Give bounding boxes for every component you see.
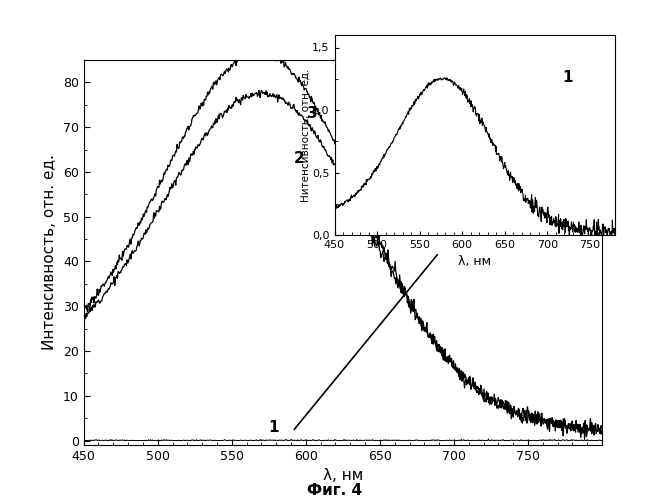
X-axis label: λ, нм: λ, нм <box>322 468 363 483</box>
Y-axis label: Нитенсивность, отн. ед.: Нитенсивность, отн. ед. <box>301 68 310 202</box>
Text: 3: 3 <box>307 106 318 121</box>
Text: 1: 1 <box>269 420 279 434</box>
Text: Фиг. 4: Фиг. 4 <box>307 483 362 498</box>
Text: 1: 1 <box>563 70 573 86</box>
Y-axis label: Интенсивность, отн. ед.: Интенсивность, отн. ед. <box>42 154 58 350</box>
X-axis label: λ, нм: λ, нм <box>458 256 492 268</box>
Text: 2: 2 <box>294 151 304 166</box>
